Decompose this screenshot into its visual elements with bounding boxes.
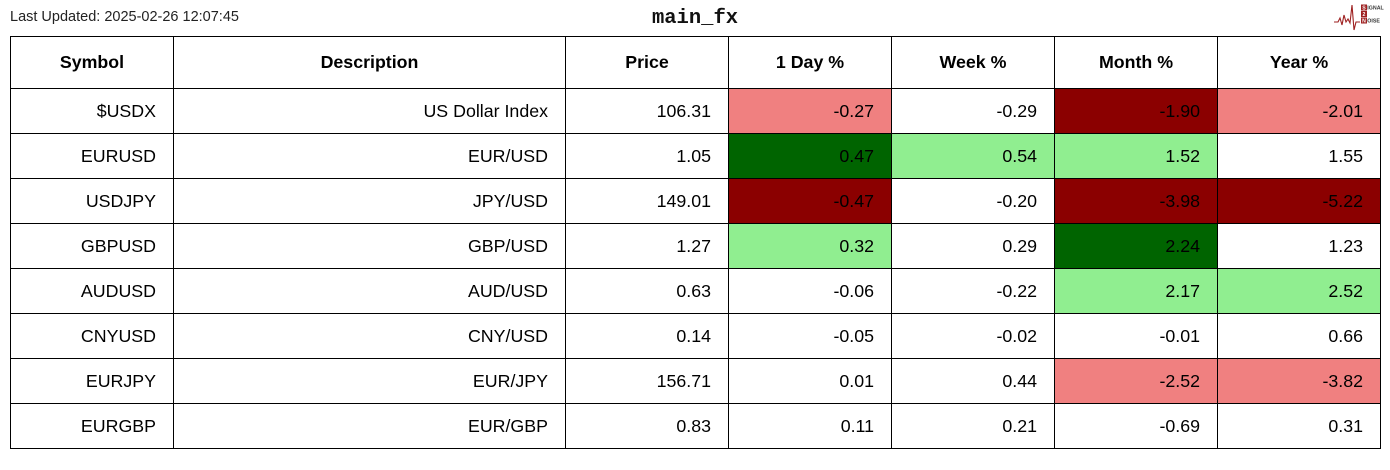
svg-text:N: N [1362,18,1366,24]
svg-text:IGNAL: IGNAL [1367,5,1384,11]
svg-text:OISE: OISE [1367,18,1380,24]
svg-text:2: 2 [1363,12,1366,18]
svg-text:S: S [1362,5,1366,11]
